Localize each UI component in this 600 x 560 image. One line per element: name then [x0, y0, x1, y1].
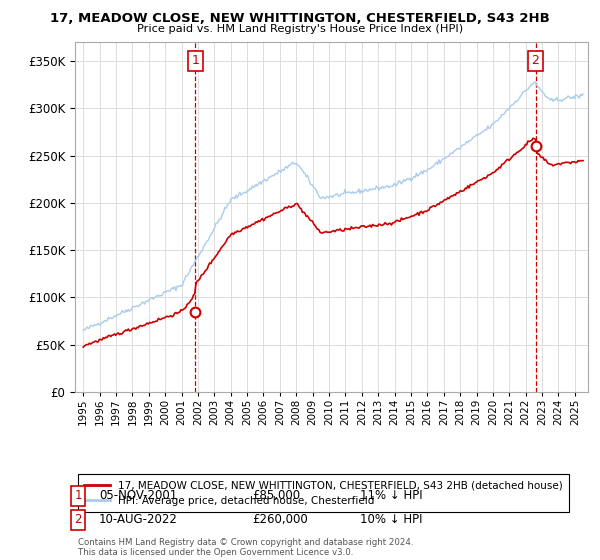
- Legend: 17, MEADOW CLOSE, NEW WHITTINGTON, CHESTERFIELD, S43 2HB (detached house), HPI: : 17, MEADOW CLOSE, NEW WHITTINGTON, CHEST…: [77, 474, 569, 512]
- Text: Price paid vs. HM Land Registry's House Price Index (HPI): Price paid vs. HM Land Registry's House …: [137, 24, 463, 34]
- Text: 1: 1: [191, 54, 199, 67]
- Text: 11% ↓ HPI: 11% ↓ HPI: [360, 489, 422, 502]
- Text: 1: 1: [74, 489, 82, 502]
- Text: 05-NOV-2001: 05-NOV-2001: [99, 489, 177, 502]
- Text: £85,000: £85,000: [252, 489, 300, 502]
- Text: 2: 2: [532, 54, 539, 67]
- Text: 2: 2: [74, 513, 82, 526]
- Text: 10% ↓ HPI: 10% ↓ HPI: [360, 513, 422, 526]
- Text: £260,000: £260,000: [252, 513, 308, 526]
- Text: Contains HM Land Registry data © Crown copyright and database right 2024.
This d: Contains HM Land Registry data © Crown c…: [78, 538, 413, 557]
- Text: 10-AUG-2022: 10-AUG-2022: [99, 513, 178, 526]
- Text: 17, MEADOW CLOSE, NEW WHITTINGTON, CHESTERFIELD, S43 2HB: 17, MEADOW CLOSE, NEW WHITTINGTON, CHEST…: [50, 12, 550, 25]
